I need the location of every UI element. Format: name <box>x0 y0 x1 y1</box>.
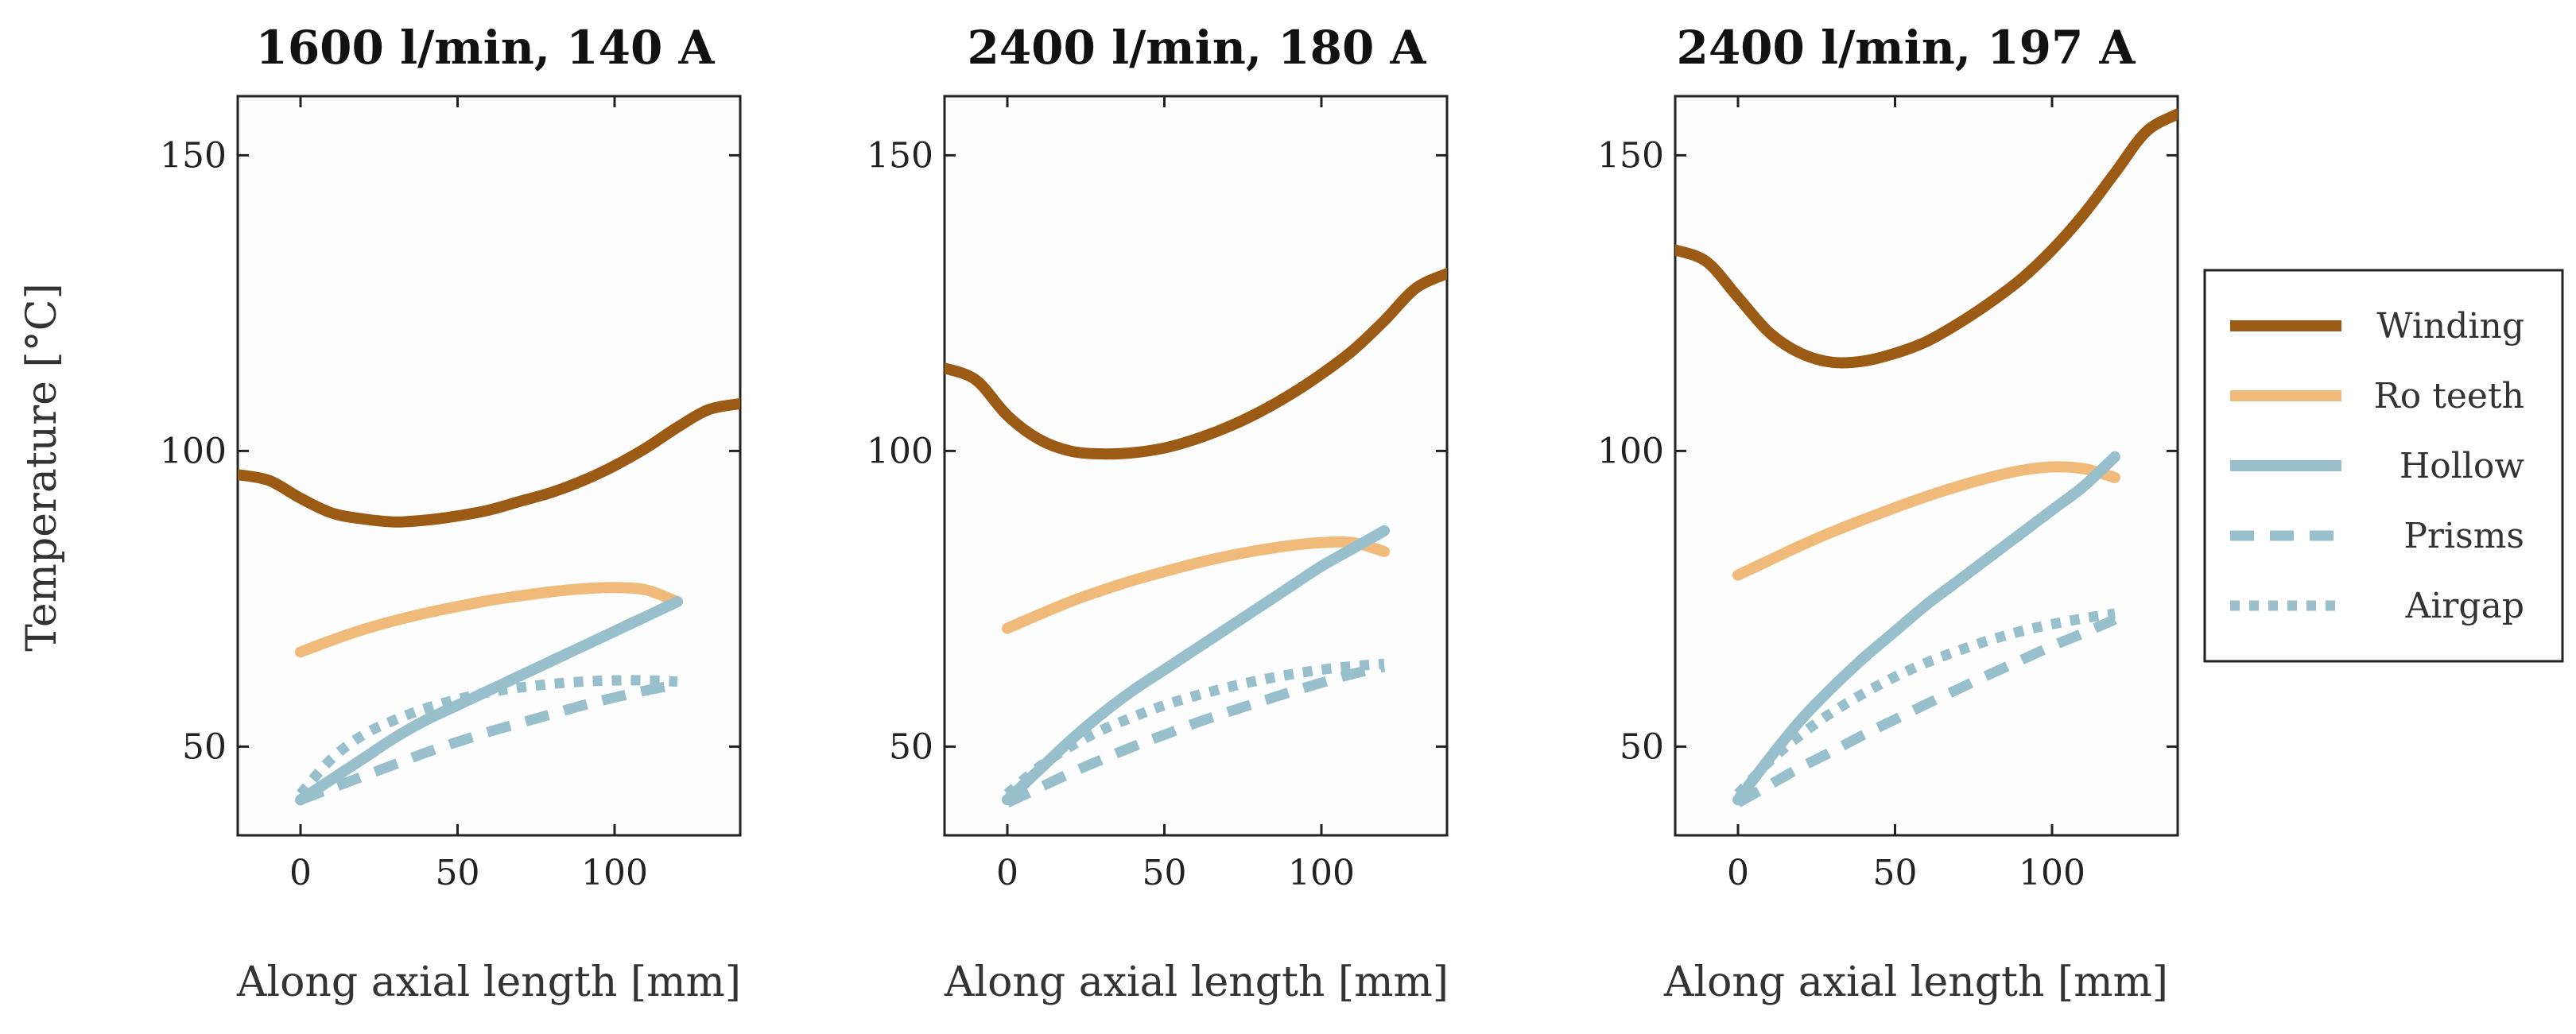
x-tick-label: 0 <box>1727 853 1749 893</box>
panel-1600-lmin-140a: 1600 l/min, 140 A 0 50 100 50 100 150 Along a… <box>18 21 742 1006</box>
y-axis-label: Temperature [°C] <box>18 283 66 652</box>
plot-area <box>236 95 742 837</box>
plot-area <box>943 95 1449 837</box>
legend-label-winding: Winding <box>2376 306 2524 347</box>
series-line-winding <box>238 397 740 528</box>
series-line-ro-teeth <box>295 582 683 658</box>
x-tick-label: 50 <box>1873 853 1918 893</box>
y-tick-label: 50 <box>1620 726 1664 767</box>
legend-label-hollow: Hollow <box>2399 446 2524 486</box>
y-tick-label: 50 <box>889 726 933 767</box>
series-line-airgap <box>297 675 678 798</box>
series-line-winding <box>945 268 1447 460</box>
series-line-prisms <box>1735 614 2117 807</box>
series-line-ro-teeth <box>1002 536 1390 634</box>
panel-2400-lmin-180a: 2400 l/min, 180 A 0 50 100 50 100 150 Along a… <box>867 21 1449 1006</box>
x-tick-label: 100 <box>1288 853 1355 893</box>
series-line-airgap <box>1003 658 1385 798</box>
x-axis-label: Along axial length [mm] <box>944 958 1449 1006</box>
legend-label-airgap: Airgap <box>2405 586 2524 626</box>
legend-label-ro-teeth: Ro teeth <box>2374 376 2524 416</box>
x-tick-label: 0 <box>996 853 1018 893</box>
y-tick-label: 150 <box>160 135 227 176</box>
panel-title: 2400 l/min, 197 A <box>1676 21 2136 75</box>
series-line-hollow <box>1732 451 2120 806</box>
series-line-ro-teeth <box>1732 461 2120 581</box>
x-tick-label: 100 <box>2019 853 2085 893</box>
x-axis-label: Along axial length [mm] <box>1663 958 2168 1006</box>
panel-title: 2400 l/min, 180 A <box>967 21 1426 75</box>
series-line-airgap <box>1734 608 2116 798</box>
panel-title: 1600 l/min, 140 A <box>255 21 715 75</box>
x-tick-label: 50 <box>1143 853 1187 893</box>
x-axis-label: Along axial length [mm] <box>236 958 741 1006</box>
y-tick-label: 100 <box>867 431 933 471</box>
x-tick-label: 100 <box>581 853 648 893</box>
legend-label-prisms: Prisms <box>2403 516 2524 556</box>
y-tick-label: 100 <box>160 431 227 471</box>
y-tick-label: 150 <box>1597 135 1664 176</box>
series-line-winding <box>1675 108 2178 369</box>
series-line-prisms <box>1005 661 1386 807</box>
series-line-hollow <box>295 596 683 806</box>
panel-2400-lmin-197a: 2400 l/min, 197 A 0 50 100 50 100 150 Along a… <box>1597 21 2179 1006</box>
y-tick-label: 150 <box>867 135 933 176</box>
x-tick-label: 50 <box>436 853 480 893</box>
y-tick-label: 50 <box>182 726 227 767</box>
series-line-prisms <box>298 679 679 805</box>
x-tick-label: 0 <box>289 853 312 893</box>
y-tick-label: 100 <box>1597 431 1664 471</box>
legend: Winding Ro teeth Hollow Prisms Airgap <box>2203 269 2564 663</box>
